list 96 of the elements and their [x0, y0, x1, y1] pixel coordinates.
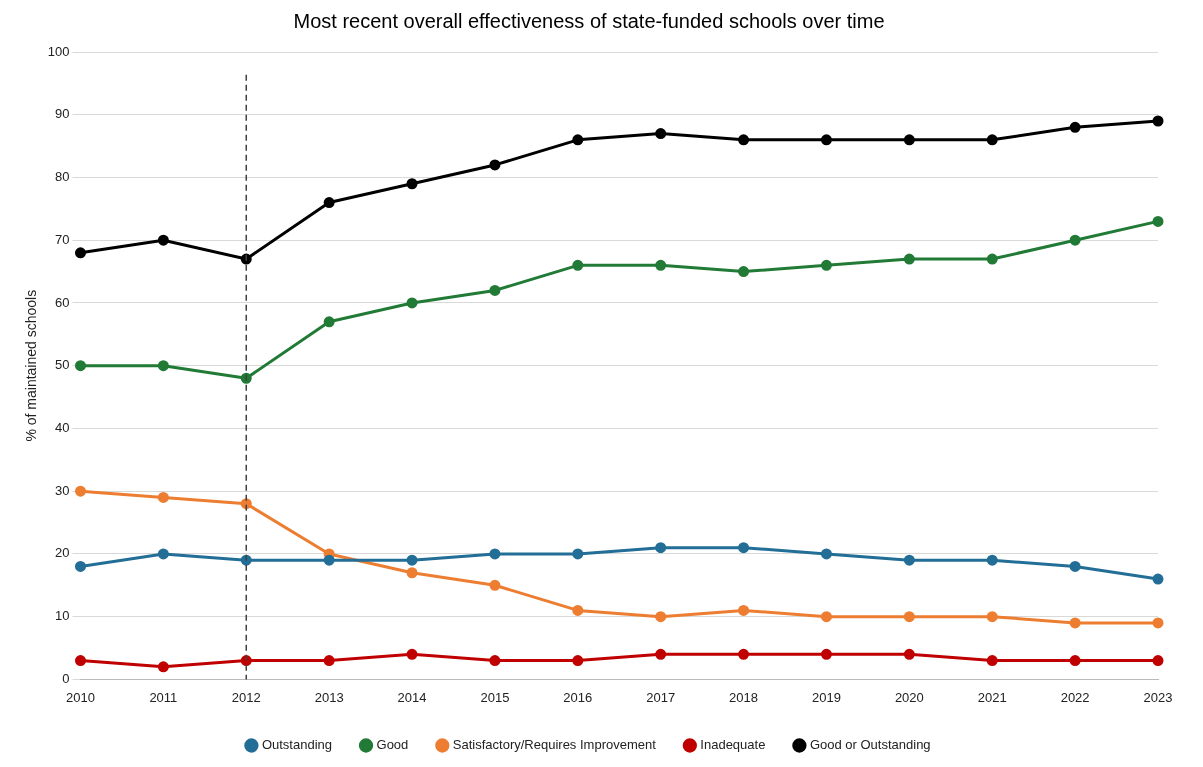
legend-label: Good or Outstanding — [809, 737, 931, 753]
point — [572, 604, 584, 616]
y-tick-label: 80 — [55, 169, 70, 185]
point — [738, 542, 750, 554]
x-tick-label: 2012 — [231, 689, 261, 705]
point — [572, 655, 584, 667]
x-tick-label: 2014 — [397, 689, 427, 705]
point — [820, 134, 832, 146]
x-tick-label: 2018 — [729, 689, 759, 705]
chart-title: Most recent overall effectiveness of state-funded schools over time — [293, 9, 885, 32]
point — [655, 128, 667, 140]
point — [1069, 121, 1081, 133]
point — [406, 567, 418, 579]
x-tick-label: 2015 — [480, 689, 510, 705]
point — [738, 266, 750, 278]
point — [323, 655, 335, 667]
point — [157, 548, 169, 560]
point — [655, 611, 667, 623]
point — [240, 498, 252, 510]
point — [820, 611, 832, 623]
y-tick-label: 30 — [55, 482, 70, 498]
point — [323, 316, 335, 328]
point — [1152, 115, 1164, 127]
point — [157, 661, 169, 673]
y-axis-title: % of maintained schools — [23, 289, 40, 442]
y-tick-label: 60 — [55, 294, 70, 310]
x-tick-label: 2020 — [894, 689, 924, 705]
y-tick-label: 100 — [47, 43, 70, 59]
point — [489, 159, 501, 171]
y-tick-label: 40 — [55, 420, 70, 436]
x-tick-label: 2022 — [1060, 689, 1090, 705]
point — [820, 648, 832, 660]
legend-label: Good — [376, 737, 409, 753]
point — [406, 178, 418, 190]
y-tick-label: 20 — [55, 545, 70, 561]
point — [1069, 560, 1081, 572]
point — [1069, 617, 1081, 629]
point — [406, 297, 418, 309]
point — [986, 134, 998, 146]
point — [903, 253, 915, 265]
y-tick-label: 90 — [55, 106, 70, 122]
point — [738, 648, 750, 660]
point — [572, 134, 584, 146]
point — [406, 648, 418, 660]
point — [323, 554, 335, 566]
point — [1152, 573, 1164, 585]
x-tick-label: 2010 — [66, 689, 95, 705]
point — [157, 360, 169, 372]
point — [903, 648, 915, 660]
y-tick-label: 10 — [55, 608, 70, 624]
point — [1069, 655, 1081, 667]
x-tick-label: 2011 — [149, 689, 178, 705]
point — [655, 648, 667, 660]
x-tick-label: 2019 — [812, 689, 841, 705]
x-tick-label: 2021 — [977, 689, 1007, 705]
point — [406, 554, 418, 566]
point — [572, 548, 584, 560]
point — [74, 560, 86, 572]
point — [323, 197, 335, 209]
point — [986, 253, 998, 265]
point — [738, 604, 750, 616]
point — [655, 259, 667, 271]
point — [986, 611, 998, 623]
point — [489, 579, 501, 591]
point — [240, 655, 252, 667]
point — [1069, 234, 1081, 246]
point — [1152, 617, 1164, 629]
point — [157, 491, 169, 503]
point — [986, 554, 998, 566]
y-tick-label: 50 — [55, 357, 70, 373]
x-tick-label: 2023 — [1143, 689, 1173, 705]
point — [1152, 655, 1164, 667]
point — [903, 554, 915, 566]
point — [157, 234, 169, 246]
point — [903, 134, 915, 146]
x-tick-label: 2017 — [646, 689, 676, 705]
point — [655, 542, 667, 554]
point — [903, 611, 915, 623]
point — [74, 247, 86, 259]
point — [820, 259, 832, 271]
point — [489, 655, 501, 667]
point — [489, 284, 501, 296]
point — [572, 259, 584, 271]
point — [489, 548, 501, 560]
x-tick-label: 2013 — [314, 689, 344, 705]
point — [1152, 215, 1164, 227]
point — [820, 548, 832, 560]
point — [738, 134, 750, 146]
legend-label: Inadequate — [700, 737, 766, 753]
legend-label: Outstanding — [261, 737, 333, 753]
point — [74, 655, 86, 667]
y-tick-label: 70 — [55, 231, 70, 247]
point — [986, 655, 998, 667]
x-tick-label: 2016 — [563, 689, 593, 705]
legend-label: Satisfactory/Requires Improvement — [452, 737, 657, 753]
y-tick-label: 0 — [62, 670, 70, 686]
